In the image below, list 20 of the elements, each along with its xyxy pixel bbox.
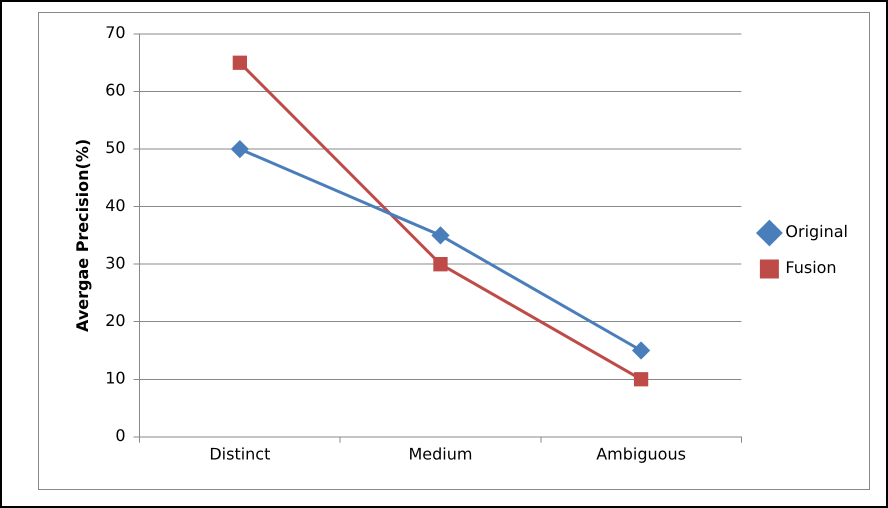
x-tick-label: Ambiguous	[596, 444, 686, 464]
point	[432, 226, 449, 244]
point	[632, 342, 650, 359]
point	[231, 140, 248, 158]
point	[433, 257, 448, 272]
y-tick-label: 40	[105, 196, 126, 215]
y-tick-label: 20	[105, 310, 126, 330]
y-tick-label: 0	[115, 426, 126, 445]
y-tick-label: 30	[105, 253, 126, 272]
point	[232, 56, 248, 70]
x-tick-label: Medium	[408, 444, 472, 464]
legend-label: Fusion	[785, 258, 837, 278]
y-tick-label: 60	[105, 80, 126, 100]
point	[634, 372, 648, 386]
y-tick-label: 70	[105, 23, 126, 42]
y-tick-label: 10	[105, 368, 126, 388]
y-axis-title: Avergae Precision(%)	[72, 138, 92, 332]
y-tick-label: 50	[105, 138, 126, 158]
legend-label: Original	[785, 222, 848, 242]
x-tick-label: Distinct	[209, 444, 270, 464]
